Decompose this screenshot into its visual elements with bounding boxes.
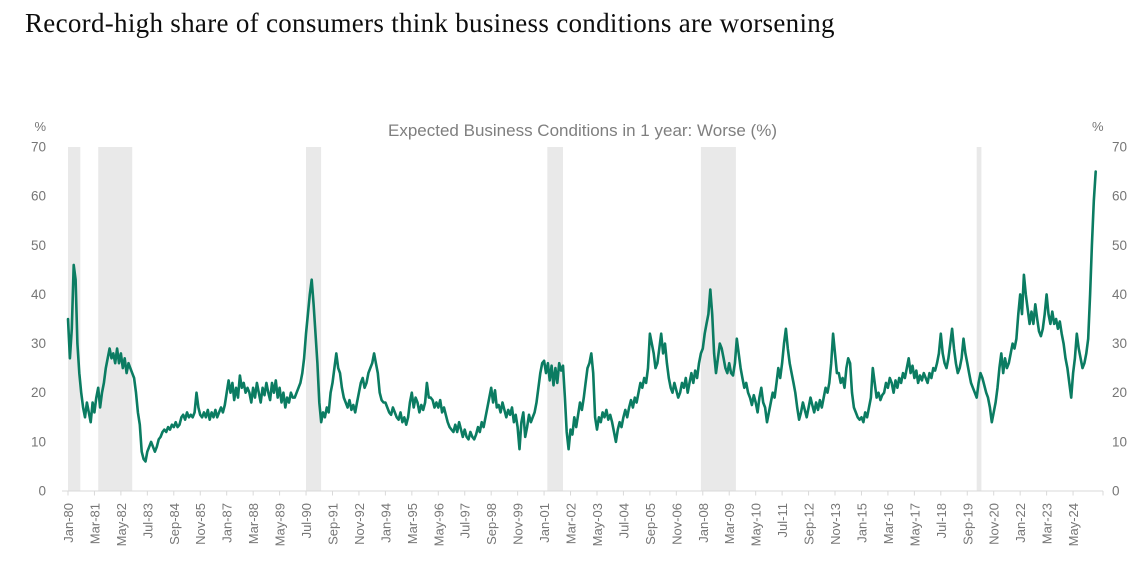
y-tick-label-left: 40 [31,287,46,302]
x-tick-label: Mar-09 [722,503,737,544]
x-tick-label: May-17 [907,503,922,546]
x-tick-label: Mar-81 [87,503,102,544]
x-tick-label: Nov-20 [987,503,1002,545]
x-tick-label: Sep-98 [484,503,499,545]
x-tick-label: Jan-87 [220,503,235,543]
x-tick-label: Jan-08 [696,503,711,543]
recession-band [68,147,81,491]
x-tick-label: Sep-84 [167,503,182,545]
x-tick-label: Sep-91 [325,503,340,545]
y-tick-label-right: 50 [1112,238,1127,253]
x-tick-label: Nov-92 [352,503,367,545]
x-tick-label: Jul-83 [140,503,155,538]
x-tick-label: May-89 [273,503,288,546]
x-tick-label: Nov-13 [828,503,843,545]
y-tick-label-right: 60 [1112,189,1127,204]
x-tick-label: Jan-22 [1013,503,1028,543]
x-tick-label: Mar-02 [564,503,579,544]
x-tick-label: Jan-94 [378,503,393,543]
x-tick-label: Jan-15 [854,503,869,543]
x-tick-label: Mar-88 [246,503,261,544]
x-tick-label: Jul-11 [775,503,790,537]
y-tick-label-left: 30 [31,336,46,351]
x-tick-label: May-03 [590,503,605,546]
chart-title: Expected Business Conditions in 1 year: … [388,121,777,140]
y-tick-label-right: 70 [1112,140,1127,155]
y-tick-label-left: 60 [31,189,46,204]
y-tick-label-left: 20 [31,385,46,400]
x-tick-label: May-96 [431,503,446,546]
y-tick-label-right: 10 [1112,434,1127,449]
x-tick-label: May-24 [1066,503,1081,546]
x-tick-label: Nov-85 [193,503,208,545]
x-tick-label: Jul-90 [299,503,314,538]
x-tick-label: Mar-95 [405,503,420,544]
recession-band [98,147,133,491]
recession-band [547,147,563,491]
x-tick-label: Mar-23 [1040,503,1055,544]
x-tick-label: Mar-16 [881,503,896,544]
x-tick-label: May-10 [749,503,764,546]
y-tick-label-left: 10 [31,434,46,449]
y-tick-label-left: 0 [38,484,46,499]
y-tick-label-right: 20 [1112,385,1127,400]
x-tick-label: Jan-01 [537,503,552,543]
page-title: Record-high share of consumers think bus… [25,8,835,38]
y-tick-label-right: 30 [1112,336,1127,351]
x-tick-label: Sep-05 [643,503,658,545]
x-tick-label: Jul-18 [934,503,949,538]
y-tick-label-left: 70 [31,140,46,155]
x-tick-label: Nov-99 [511,503,526,545]
y-tick-label-left: 50 [31,238,46,253]
left-axis-unit-label: % [34,119,46,134]
x-tick-label: Nov-06 [669,503,684,545]
x-tick-label: Jan-80 [61,503,76,543]
y-tick-label-right: 40 [1112,287,1127,302]
x-tick-label: Jul-04 [616,503,631,538]
x-tick-label: Jul-97 [458,503,473,538]
series-line [66,170,1097,463]
y-tick-label-right: 0 [1112,484,1120,499]
recession-band [976,147,982,491]
x-tick-label: May-82 [114,503,129,546]
right-axis-unit-label: % [1092,119,1104,134]
x-tick-label: Sep-12 [802,503,817,545]
x-tick-label: Sep-19 [960,503,975,545]
